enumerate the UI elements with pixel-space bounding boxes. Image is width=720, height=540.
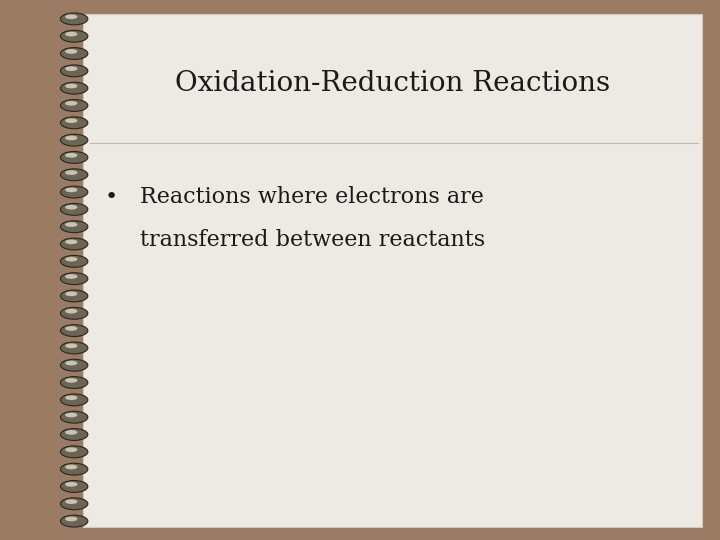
Ellipse shape bbox=[65, 378, 78, 383]
Ellipse shape bbox=[60, 342, 88, 354]
Ellipse shape bbox=[65, 84, 78, 89]
Ellipse shape bbox=[60, 48, 88, 59]
Ellipse shape bbox=[60, 376, 88, 388]
Ellipse shape bbox=[60, 498, 88, 510]
Ellipse shape bbox=[65, 66, 78, 71]
Ellipse shape bbox=[65, 101, 78, 106]
Ellipse shape bbox=[65, 517, 78, 521]
Ellipse shape bbox=[60, 255, 88, 267]
Ellipse shape bbox=[60, 463, 88, 475]
Ellipse shape bbox=[65, 413, 78, 417]
Ellipse shape bbox=[65, 239, 78, 244]
Text: Oxidation-Reduction Reactions: Oxidation-Reduction Reactions bbox=[175, 70, 610, 97]
Ellipse shape bbox=[60, 13, 88, 25]
Ellipse shape bbox=[65, 500, 78, 504]
Ellipse shape bbox=[60, 238, 88, 250]
Ellipse shape bbox=[65, 482, 78, 487]
Ellipse shape bbox=[60, 515, 88, 527]
Ellipse shape bbox=[65, 15, 78, 19]
Ellipse shape bbox=[65, 49, 78, 54]
Ellipse shape bbox=[60, 117, 88, 129]
Ellipse shape bbox=[65, 205, 78, 210]
Ellipse shape bbox=[65, 464, 78, 469]
Ellipse shape bbox=[60, 221, 88, 233]
Ellipse shape bbox=[65, 430, 78, 435]
Ellipse shape bbox=[65, 153, 78, 158]
Ellipse shape bbox=[60, 152, 88, 164]
Ellipse shape bbox=[65, 343, 78, 348]
Ellipse shape bbox=[60, 99, 88, 111]
Text: Reactions where electrons are: Reactions where electrons are bbox=[140, 186, 485, 208]
Ellipse shape bbox=[60, 186, 88, 198]
Ellipse shape bbox=[65, 222, 78, 227]
Ellipse shape bbox=[65, 309, 78, 314]
Ellipse shape bbox=[65, 136, 78, 140]
Ellipse shape bbox=[60, 290, 88, 302]
Text: •: • bbox=[105, 187, 118, 207]
Ellipse shape bbox=[65, 170, 78, 175]
Ellipse shape bbox=[60, 204, 88, 215]
Ellipse shape bbox=[60, 65, 88, 77]
Ellipse shape bbox=[65, 187, 78, 192]
Text: transferred between reactants: transferred between reactants bbox=[140, 230, 485, 251]
Ellipse shape bbox=[65, 257, 78, 261]
Ellipse shape bbox=[65, 292, 78, 296]
Ellipse shape bbox=[60, 82, 88, 94]
Ellipse shape bbox=[65, 32, 78, 36]
Ellipse shape bbox=[60, 169, 88, 181]
Ellipse shape bbox=[60, 273, 88, 285]
Ellipse shape bbox=[60, 429, 88, 441]
Ellipse shape bbox=[60, 359, 88, 371]
Ellipse shape bbox=[60, 394, 88, 406]
Ellipse shape bbox=[65, 361, 78, 366]
Ellipse shape bbox=[65, 395, 78, 400]
Ellipse shape bbox=[65, 447, 78, 452]
Ellipse shape bbox=[65, 274, 78, 279]
Ellipse shape bbox=[60, 30, 88, 42]
Ellipse shape bbox=[60, 307, 88, 319]
Ellipse shape bbox=[65, 118, 78, 123]
Ellipse shape bbox=[60, 446, 88, 458]
Ellipse shape bbox=[65, 326, 78, 331]
Ellipse shape bbox=[60, 481, 88, 492]
FancyBboxPatch shape bbox=[83, 14, 702, 526]
Ellipse shape bbox=[60, 134, 88, 146]
Ellipse shape bbox=[60, 325, 88, 336]
Ellipse shape bbox=[60, 411, 88, 423]
